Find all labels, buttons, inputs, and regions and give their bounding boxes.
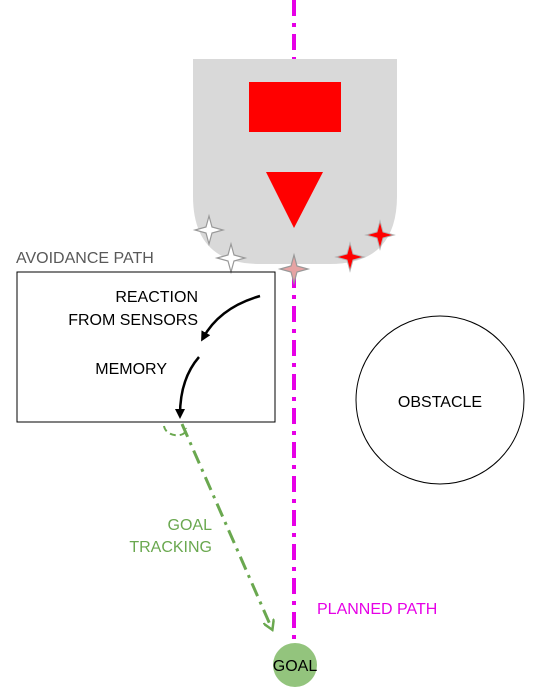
memory-arrow <box>175 356 200 419</box>
obstacle-circle <box>355 315 525 485</box>
sensor-star-icon <box>364 219 396 251</box>
goal-label: GOAL <box>273 658 318 675</box>
robot-body <box>193 59 397 264</box>
goal-tracking-path <box>180 423 272 629</box>
robot-marker-rect <box>249 82 341 132</box>
sensor-star-icon <box>277 252 311 286</box>
reaction-arrow <box>201 294 261 342</box>
avoidance-path-label: AVOIDANCE PATH <box>16 250 154 267</box>
sensor-star-icon <box>192 213 226 247</box>
memory-label: MEMORY <box>95 361 167 378</box>
obstacle-label: OBSTACLE <box>398 394 482 411</box>
sensor-star-icon <box>334 241 366 273</box>
goal-tracking-label-line2: TRACKING <box>129 539 212 556</box>
goal-tracking-label-line1: GOAL <box>168 517 213 534</box>
reaction-label-line2: FROM SENSORS <box>68 312 198 329</box>
reaction-label-line1: REACTION <box>115 289 198 306</box>
goal-tracking-loop <box>163 425 188 437</box>
planned-path-label: PLANNED PATH <box>317 601 437 618</box>
robot-heading-triangle-down-icon <box>266 172 323 228</box>
avoidance-path-box <box>16 271 276 423</box>
goal-circle <box>273 643 317 687</box>
